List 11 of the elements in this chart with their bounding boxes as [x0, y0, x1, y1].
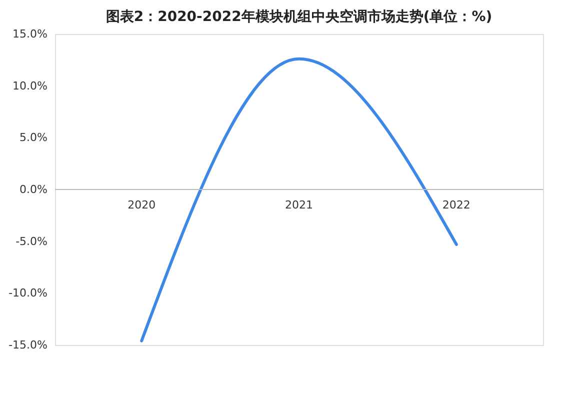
- y-tick-label: 0.0%: [20, 183, 48, 196]
- x-tick-label: 2020: [128, 198, 156, 212]
- y-tick-label: 5.0%: [20, 131, 48, 144]
- x-tick-label: 2022: [442, 198, 470, 212]
- y-tick-label: 15.0%: [12, 28, 48, 40]
- chart-title: 图表2：2020-2022年模块机组中央空调市场走势(单位：%): [106, 8, 492, 25]
- y-tick-label: -15.0%: [8, 338, 48, 352]
- y-tick-label: 10.0%: [12, 79, 48, 92]
- x-tick-label: 2021: [285, 198, 313, 212]
- y-tick-label: -10.0%: [8, 286, 48, 300]
- y-tick-label: -5.0%: [16, 234, 48, 248]
